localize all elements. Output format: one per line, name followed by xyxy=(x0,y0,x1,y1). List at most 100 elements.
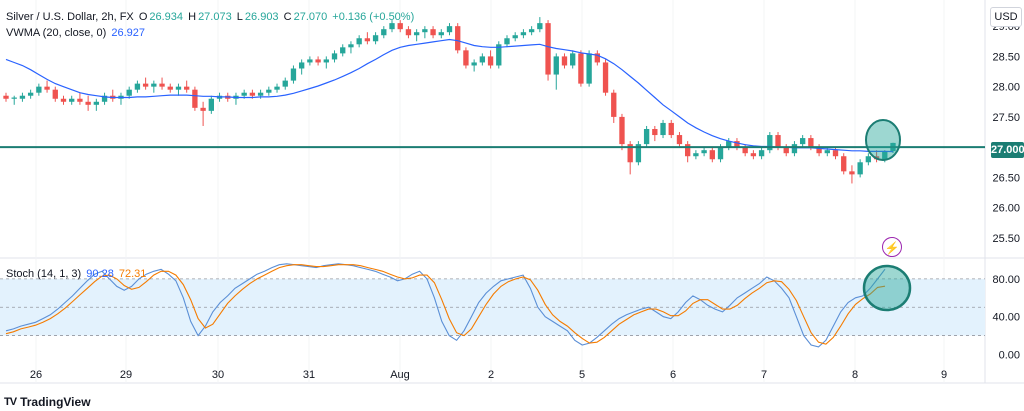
candle xyxy=(471,59,477,72)
time-tick-label: 30 xyxy=(212,369,224,381)
open-label: O xyxy=(138,11,148,23)
candle-body xyxy=(60,98,67,102)
candle-body xyxy=(274,86,280,90)
candle xyxy=(274,83,280,93)
candle-body xyxy=(463,50,469,66)
currency-button[interactable]: USD xyxy=(990,7,1022,27)
candle xyxy=(463,47,469,69)
vwma-value: 26.927 xyxy=(111,27,145,39)
candle-body xyxy=(487,56,494,66)
candle-body xyxy=(405,29,412,36)
candle-body xyxy=(364,38,371,42)
candle xyxy=(504,35,510,48)
candle xyxy=(537,17,543,33)
candle-body xyxy=(528,29,535,33)
candle xyxy=(44,80,50,93)
candle-body xyxy=(134,83,141,90)
candle xyxy=(693,150,699,160)
candle xyxy=(413,29,420,42)
candle xyxy=(783,144,789,157)
candle xyxy=(734,138,740,151)
candle-body xyxy=(151,83,157,87)
candle xyxy=(586,50,592,87)
candle xyxy=(438,29,444,39)
candle xyxy=(816,144,822,157)
candle-body xyxy=(36,86,42,93)
candle xyxy=(93,98,100,111)
candle xyxy=(60,95,67,105)
time-tick-label: 8 xyxy=(852,369,858,381)
candle xyxy=(167,83,173,93)
price-tick-label: 27.50 xyxy=(992,112,1020,124)
candle xyxy=(3,92,9,102)
candle xyxy=(701,147,707,157)
candle xyxy=(627,141,633,175)
stoch-tick-label: 80.00 xyxy=(992,274,1020,286)
candle xyxy=(643,125,650,148)
candle xyxy=(578,50,584,87)
candle-body xyxy=(496,44,502,66)
candle xyxy=(545,20,551,81)
low-value: 26.903 xyxy=(244,11,279,23)
candle-body xyxy=(356,38,362,45)
candle-body xyxy=(19,95,26,99)
candle-body xyxy=(479,56,486,63)
candle xyxy=(570,50,576,69)
candle-body xyxy=(504,38,510,45)
candle xyxy=(290,65,297,84)
candle xyxy=(11,95,17,105)
candle-body xyxy=(832,150,839,157)
candle xyxy=(742,144,748,157)
close-value: 27.070 xyxy=(293,11,328,23)
candle-body xyxy=(192,89,198,108)
candle xyxy=(126,86,132,99)
candle xyxy=(865,153,872,166)
candle xyxy=(791,141,798,157)
symbol-title: Silver / U.S. Dollar, 2h, FX xyxy=(6,11,134,23)
candle-body xyxy=(783,147,789,154)
candle-body xyxy=(372,35,379,42)
candle xyxy=(159,77,165,90)
candle-body xyxy=(602,62,609,93)
candle-body xyxy=(660,122,666,136)
candle-body xyxy=(594,53,601,63)
time-tick-label: 6 xyxy=(670,369,676,381)
candle-body xyxy=(208,98,214,111)
candle-body xyxy=(340,47,346,54)
candle xyxy=(389,20,395,33)
candle xyxy=(594,50,601,66)
time-tick-label: 9 xyxy=(941,369,947,381)
candle xyxy=(479,53,486,66)
candle xyxy=(110,89,116,102)
candle xyxy=(619,113,625,151)
candle xyxy=(512,32,518,42)
time-tick-label: 29 xyxy=(120,369,132,381)
lightning-alert-icon[interactable]: ⚡ xyxy=(882,237,902,257)
candle-body xyxy=(545,23,551,75)
candle xyxy=(208,95,214,114)
candle xyxy=(635,141,642,166)
candle-body xyxy=(323,59,329,63)
candle-body xyxy=(726,141,732,148)
price-tick-label: 26.50 xyxy=(992,172,1020,184)
candle-body xyxy=(413,32,420,36)
candle-body xyxy=(652,129,658,136)
candle xyxy=(118,92,124,105)
candle xyxy=(364,32,371,45)
candle xyxy=(315,56,321,66)
candle xyxy=(77,92,83,105)
candle-body xyxy=(693,153,699,157)
candle xyxy=(652,125,658,142)
time-tick-label: 31 xyxy=(303,369,315,381)
candle xyxy=(52,86,58,102)
candle-body xyxy=(282,80,288,87)
candle xyxy=(685,141,691,163)
candle-body xyxy=(126,89,132,96)
stoch-tick-label: 40.00 xyxy=(992,312,1020,324)
candle-body xyxy=(77,98,83,102)
candle-body xyxy=(241,92,247,96)
candle-body xyxy=(249,92,256,96)
candle xyxy=(142,77,149,90)
header-legend: Silver / U.S. Dollar, 2h, FX O 26.934 H 27… xyxy=(6,10,416,24)
